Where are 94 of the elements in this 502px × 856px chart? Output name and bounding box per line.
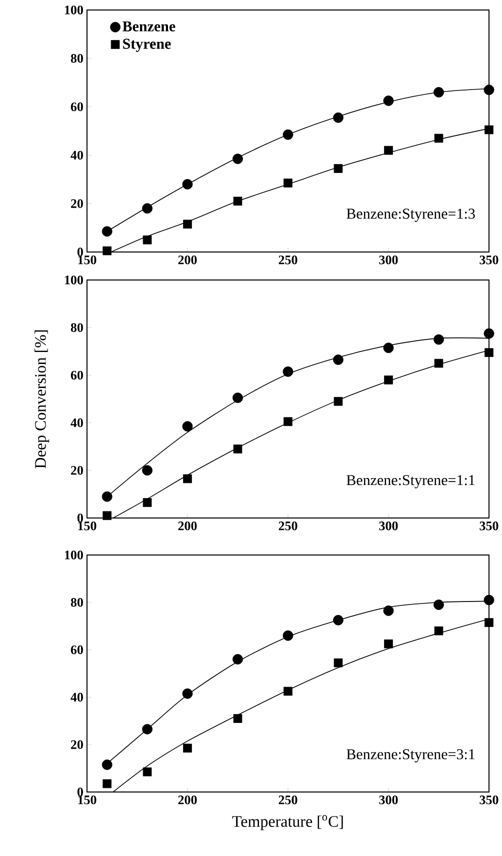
point: [434, 87, 444, 98]
x-tick-label: 300: [379, 256, 398, 264]
point: [284, 178, 292, 188]
point: [142, 724, 152, 734]
x-tick-label: 200: [178, 796, 197, 804]
x-tick-label: 150: [78, 522, 96, 530]
point: [182, 421, 193, 432]
point: [232, 392, 243, 404]
point: [434, 626, 444, 636]
point: [282, 630, 294, 641]
legend-label: Styrene: [123, 38, 171, 52]
x-tick-label: 200: [178, 256, 197, 264]
x-tick-label: 350: [480, 522, 498, 530]
point: [384, 639, 393, 648]
y-tick-label: 60: [70, 102, 83, 112]
point: [484, 84, 494, 96]
point: [333, 112, 344, 123]
y-tick-label: 20: [71, 466, 83, 475]
point: [484, 328, 494, 339]
point: [142, 203, 152, 214]
point: [142, 465, 152, 476]
point: [484, 618, 494, 627]
point: [142, 498, 152, 507]
point: [183, 744, 192, 753]
point: [233, 714, 242, 723]
x-tick-label: 200: [178, 522, 197, 530]
point: [434, 600, 444, 610]
point: [183, 220, 192, 229]
point: [284, 686, 292, 696]
point: [334, 396, 343, 406]
y-tick-label: 60: [70, 645, 83, 654]
y-tick-label: 100: [65, 6, 83, 14]
point: [182, 179, 193, 190]
y-tick-label: 100: [65, 276, 83, 284]
point: [102, 779, 112, 788]
annotation: Benzene:Styrene=3:1: [346, 749, 475, 762]
point: [284, 417, 292, 426]
point: [484, 125, 494, 134]
x-tick-label: 150: [78, 796, 96, 804]
y-tick-label: 20: [71, 199, 83, 208]
y-tick-label: 40: [70, 150, 83, 160]
point: [384, 376, 393, 384]
annotation: Benzene:Styrene=1:3: [346, 208, 475, 222]
legend-label: Benzene: [122, 21, 176, 32]
point: [232, 154, 243, 164]
point: [383, 605, 394, 616]
point: [333, 354, 344, 365]
point: [434, 358, 444, 368]
x-tick-label: 350: [480, 796, 498, 804]
y-tick-label: 80: [70, 323, 83, 332]
y-tick-label: 60: [70, 370, 83, 380]
y-axis-title: Deep Conversion [%]: [34, 330, 50, 468]
point: [102, 226, 112, 237]
y-tick-label: 80: [70, 54, 83, 63]
point: [484, 594, 494, 606]
annotation: Benzene:Styrene=1:1: [346, 475, 475, 488]
y-tick-label: 40: [70, 418, 83, 428]
y-tick-label: 100: [65, 550, 83, 560]
x-axis-title: Temperature [$^{o}$C]: [232, 815, 343, 830]
point: [102, 246, 112, 256]
x-tick-label: 250: [278, 256, 298, 264]
point: [183, 474, 192, 484]
point: [334, 164, 343, 173]
point: [383, 96, 394, 106]
point: [233, 444, 242, 454]
point: [334, 658, 343, 668]
point: [102, 491, 112, 502]
point: [282, 366, 294, 377]
x-tick-label: 300: [379, 522, 398, 530]
y-tick-label: 0: [77, 248, 83, 256]
x-tick-label: 350: [480, 256, 498, 264]
y-tick-label: 0: [77, 514, 83, 522]
y-tick-label: 0: [77, 788, 83, 796]
point: [434, 334, 444, 345]
point: [102, 511, 112, 520]
point: [383, 342, 394, 354]
point: [233, 196, 242, 206]
x-tick-label: 300: [379, 796, 398, 804]
point: [282, 129, 294, 140]
y-tick-label: 20: [71, 740, 83, 749]
point: [102, 760, 112, 770]
point: [333, 614, 344, 626]
x-tick-label: 150: [78, 256, 96, 264]
x-tick-label: 250: [278, 796, 298, 804]
y-tick-label: 80: [70, 598, 83, 607]
point: [142, 235, 152, 244]
point: [182, 688, 193, 699]
y-tick-label: 40: [70, 692, 83, 702]
point: [484, 348, 494, 357]
point: [232, 654, 243, 664]
x-tick-label: 250: [278, 522, 298, 530]
point: [384, 146, 393, 155]
point: [434, 134, 444, 143]
point: [142, 767, 152, 776]
